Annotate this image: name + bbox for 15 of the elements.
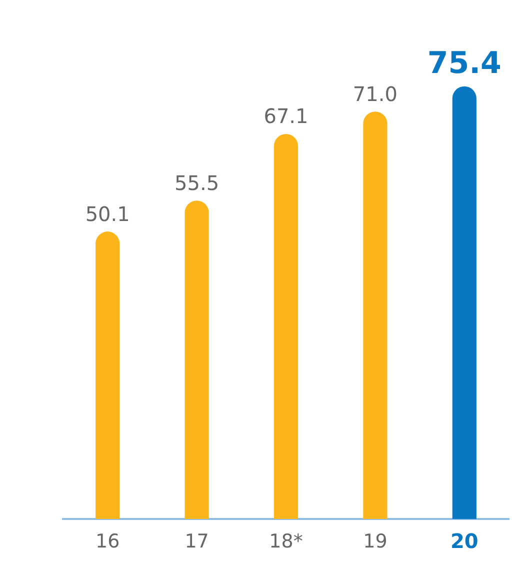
x-tick-label: 20 — [450, 529, 478, 554]
data-label: 55.5 — [174, 170, 220, 195]
x-tick-label: 18* — [269, 530, 303, 552]
x-tick-label: 17 — [184, 530, 209, 552]
data-label: 67.1 — [264, 104, 308, 128]
bar — [184, 200, 209, 519]
bar — [96, 232, 120, 519]
data-label: 71.0 — [352, 82, 398, 106]
bar — [452, 86, 476, 519]
data-label: 75.4 — [427, 46, 502, 82]
bar — [363, 112, 388, 519]
x-tick-label: 19 — [363, 530, 388, 552]
bar — [274, 134, 298, 519]
x-tick-label: 16 — [96, 530, 120, 552]
data-label: 50.1 — [85, 202, 130, 226]
